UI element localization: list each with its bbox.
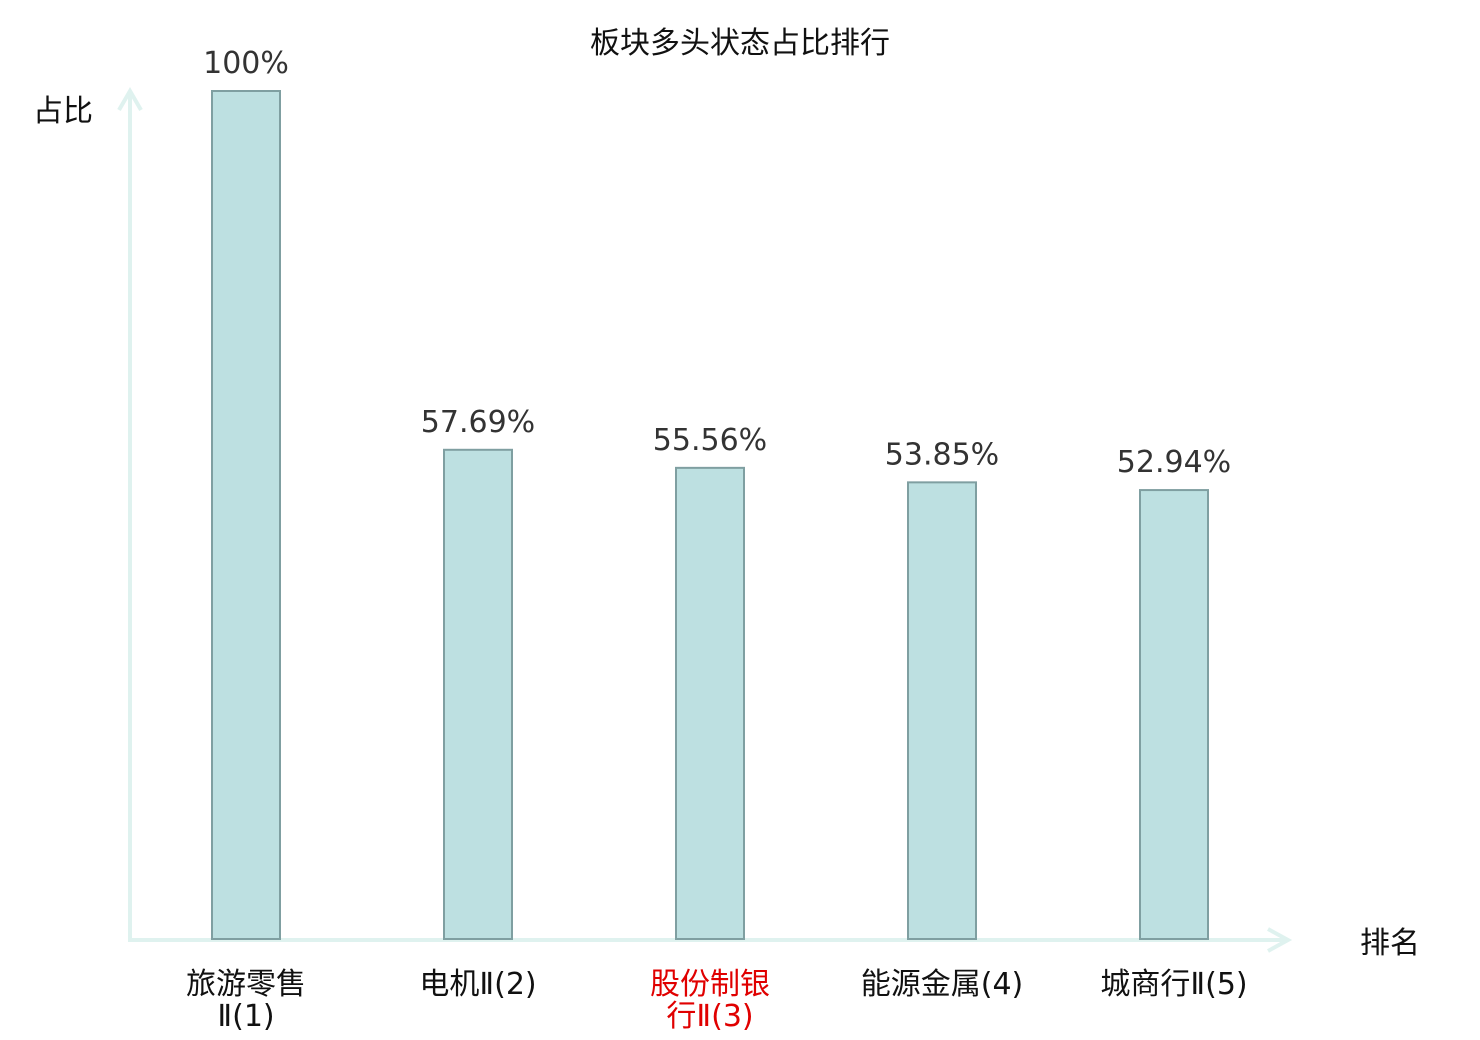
category-label-1-line-2: Ⅱ(1) bbox=[217, 999, 274, 1034]
bar-2 bbox=[443, 448, 513, 940]
chart-title: 板块多头状态占比排行 bbox=[590, 26, 890, 61]
bar-5 bbox=[1139, 489, 1209, 940]
bar-1 bbox=[211, 90, 281, 940]
category-label-4: 能源金属(4) bbox=[861, 967, 1024, 1002]
value-label-4: 53.85% bbox=[885, 437, 999, 472]
bar-4 bbox=[907, 481, 977, 940]
category-label-3-line-1: 股份制银 bbox=[650, 967, 770, 1002]
y-axis-arrowhead bbox=[117, 87, 143, 112]
category-label-5: 城商行Ⅱ(5) bbox=[1100, 967, 1247, 1002]
bar-3 bbox=[675, 466, 745, 940]
y-axis-label: 占比 bbox=[33, 94, 93, 129]
value-label-3: 55.56% bbox=[653, 423, 767, 458]
value-label-5: 52.94% bbox=[1117, 445, 1231, 480]
bar-group bbox=[211, 90, 1209, 940]
value-label-1: 100% bbox=[203, 46, 289, 81]
category-label-2: 电机Ⅱ(2) bbox=[419, 967, 536, 1002]
x-axis-label: 排名 bbox=[1360, 926, 1420, 961]
category-label-3-line-2: 行Ⅱ(3) bbox=[666, 999, 753, 1034]
x-axis-arrowhead bbox=[1267, 927, 1293, 953]
value-label-group: 100% 57.69% 55.56% 53.85% 52.94% bbox=[203, 46, 1231, 480]
value-label-2: 57.69% bbox=[421, 405, 535, 440]
category-label-1-line-1: 旅游零售 bbox=[186, 967, 306, 1002]
